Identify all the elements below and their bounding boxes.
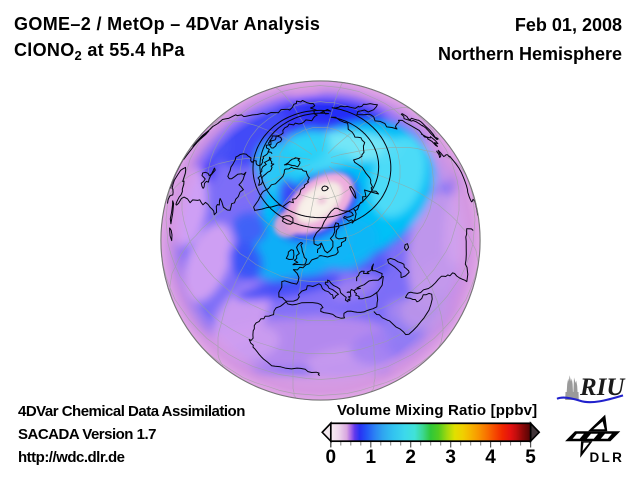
- svg-text:3: 3: [445, 447, 456, 468]
- svg-text:4: 4: [485, 447, 496, 468]
- svg-text:0: 0: [326, 447, 337, 468]
- svg-text:1: 1: [366, 447, 377, 468]
- svg-text:DLR: DLR: [590, 450, 625, 465]
- svg-text:2: 2: [405, 447, 416, 468]
- svg-text:5: 5: [525, 447, 536, 468]
